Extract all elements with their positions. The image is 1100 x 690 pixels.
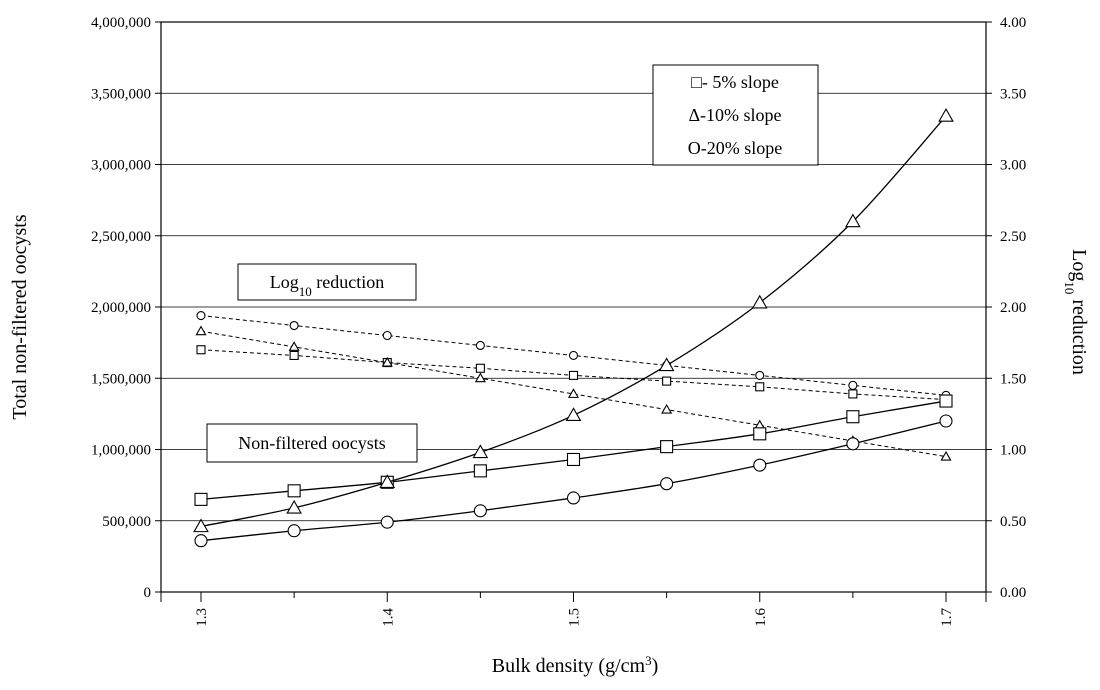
oocyst-point-square xyxy=(473,464,487,478)
oocyst-point-triangle xyxy=(751,294,768,309)
left-tick-label: 0 xyxy=(144,585,152,601)
legend: □- 5% slope Δ-10% slope O-20% slope xyxy=(652,64,819,166)
log-reduction-point-triangle xyxy=(661,403,673,414)
oocyst-point-circle xyxy=(660,477,674,491)
left-tick-label: 500,000 xyxy=(102,514,151,530)
non-filtered-label: Non-filtered oocysts xyxy=(238,433,385,453)
oocyst-point-circle xyxy=(473,504,487,518)
log-reduction-point-circle xyxy=(568,350,579,361)
oocyst-point-triangle xyxy=(845,213,861,228)
oocyst-point-square xyxy=(939,394,953,408)
non-filtered-annotation: Non-filtered oocysts xyxy=(206,423,418,463)
right-tick-label: 0.00 xyxy=(1000,585,1026,601)
log-reduction-annotation: Log10 reduction xyxy=(237,263,417,301)
oocyst-point-circle xyxy=(566,491,581,505)
log-reduction-point-triangle xyxy=(288,341,300,351)
log-reduction-point-triangle xyxy=(195,325,207,336)
x-tick-label: 1.4 xyxy=(380,608,396,627)
x-tick-label: 1.6 xyxy=(753,608,769,627)
x-axis-title: Bulk density (g/cm3) xyxy=(492,653,659,678)
x-tick-label: 1.5 xyxy=(567,608,583,627)
right-tick-label: 0.50 xyxy=(1000,514,1026,530)
right-tick-label: 4.00 xyxy=(1000,15,1026,31)
oocyst-point-triangle xyxy=(193,518,209,533)
log-reduction-point-triangle xyxy=(381,356,393,367)
right-tick-label: 1.00 xyxy=(1000,443,1026,459)
log-reduction-point-square xyxy=(662,376,672,386)
x-axis-ticks: 1.3 1.4 1.5 1.6 1.7 xyxy=(160,592,987,627)
legend-box xyxy=(652,64,819,166)
x-tick-label: 1.7 xyxy=(939,608,955,627)
oocyst-point-circle xyxy=(194,534,208,548)
oocyst-point-triangle xyxy=(938,108,954,122)
right-tick-label: 2.50 xyxy=(1000,229,1026,245)
right-tick-label: 2.00 xyxy=(1000,300,1026,316)
log-reduction-point-circle xyxy=(196,310,206,321)
oocyst-point-circle xyxy=(846,437,860,451)
oocyst-line-triangle xyxy=(200,115,947,528)
non-filtered-box xyxy=(206,423,418,463)
oocyst-point-circle xyxy=(753,458,767,472)
oocyst-point-triangle xyxy=(658,357,675,372)
log-reduction-label: Log10 reduction xyxy=(270,272,384,299)
x-tick-label: 1.3 xyxy=(194,608,210,627)
left-tick-label: 3,500,000 xyxy=(91,86,151,102)
log-reduction-point-square xyxy=(196,345,206,355)
left-tick-label: 1,000,000 xyxy=(91,443,151,459)
left-axis-ticks: 0 500,000 1,000,000 1,500,000 2,000,000 2,500… xyxy=(91,15,161,601)
log-reduction-box xyxy=(237,263,417,301)
oocyst-point-square xyxy=(194,492,208,506)
right-tick-label: 1.50 xyxy=(1000,371,1026,387)
log-reduction-point-square xyxy=(475,363,485,373)
right-axis-title: Log10 reduction xyxy=(1063,249,1091,375)
oocyst-point-triangle xyxy=(379,474,396,489)
left-tick-label: 1,500,000 xyxy=(91,371,151,387)
log-reduction-point-square xyxy=(848,389,858,399)
left-tick-label: 2,000,000 xyxy=(91,300,151,316)
oocyst-point-circle xyxy=(939,414,953,428)
left-tick-label: 4,000,000 xyxy=(91,15,151,31)
legend-entry-20-slope: O-20% slope xyxy=(688,138,782,158)
oocyst-point-square xyxy=(566,452,581,467)
oocyst-point-circle xyxy=(380,515,394,529)
oocyst-point-square xyxy=(660,440,674,454)
oocyst-point-square xyxy=(287,484,301,498)
log-reduction-point-circle xyxy=(382,330,392,341)
oocyst-point-square xyxy=(846,410,860,424)
left-axis-title: Total non-filtered oocysts xyxy=(9,214,31,419)
log-reduction-point-circle xyxy=(475,340,485,351)
log-reduction-point-circle xyxy=(289,320,299,331)
log-reduction-point-triangle xyxy=(940,450,952,461)
legend-entry-10-slope: Δ-10% slope xyxy=(688,105,781,125)
oocyst-point-triangle xyxy=(472,444,489,459)
log-reduction-point-triangle xyxy=(474,372,486,383)
left-tick-label: 3,000,000 xyxy=(91,158,151,174)
log-reduction-point-circle xyxy=(848,380,858,390)
right-tick-label: 3.50 xyxy=(1000,86,1026,102)
log-reduction-point-triangle xyxy=(567,388,580,398)
series-layer xyxy=(193,108,954,548)
log-reduction-point-circle xyxy=(755,370,765,380)
log-reduction-point-square xyxy=(289,350,299,361)
log-reduction-point-square xyxy=(568,370,579,380)
right-tick-label: 3.00 xyxy=(1000,158,1026,174)
right-axis-ticks: 0.00 0.50 1.00 1.50 2.00 2.50 3.00 3.50 4.00 xyxy=(986,15,1026,601)
log-reduction-point-square xyxy=(755,382,765,392)
oocyst-point-square xyxy=(753,427,767,441)
legend-entry-5-slope: □- 5% slope xyxy=(691,72,779,92)
oocyst-point-triangle xyxy=(286,499,302,514)
left-tick-label: 2,500,000 xyxy=(91,229,151,245)
oocyst-point-circle xyxy=(287,524,301,538)
oocyst-point-triangle xyxy=(565,407,582,422)
